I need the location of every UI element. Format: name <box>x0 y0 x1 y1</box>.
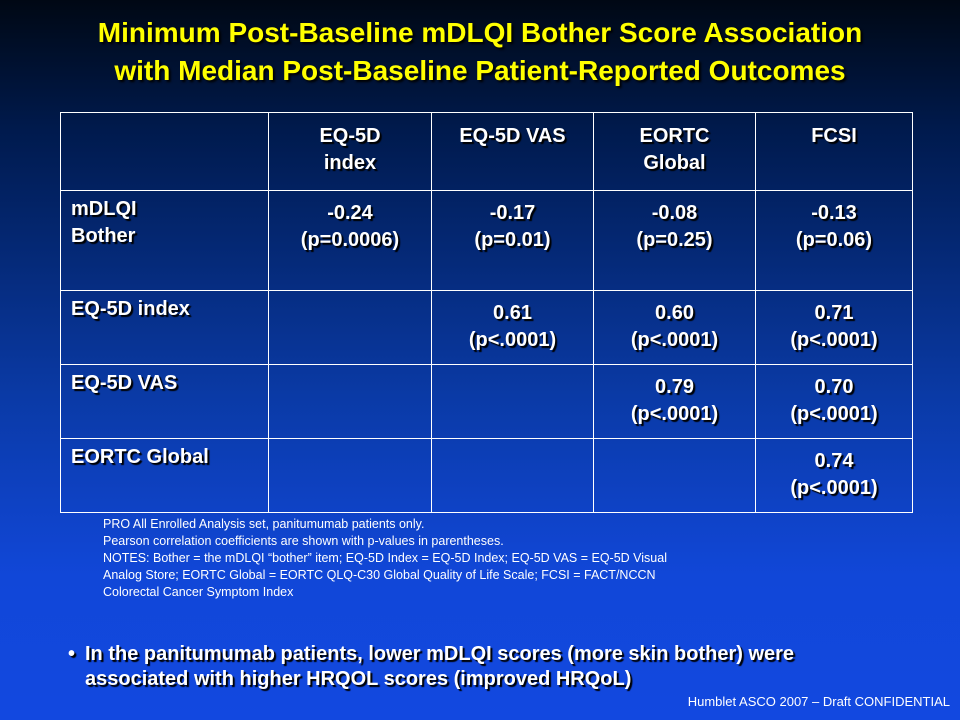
bullet-point: • In the panitumumab patients, lower mDL… <box>68 642 948 692</box>
table-row: EQ-5D index 0.61 (p<.0001) 0.60 (p<.0001) … <box>60 290 913 365</box>
footer-text: Humblet ASCO 2007 – Draft CONFIDENTIAL <box>687 694 950 709</box>
table-cell <box>431 364 594 439</box>
bullet-line-1: In the panitumumab patients, lower mDLQI… <box>85 643 795 665</box>
footnote-line: NOTES: Bother = the mDLQI “bother” item;… <box>103 551 667 565</box>
row-label-mdlqi-bother: mDLQI Bother <box>60 190 269 291</box>
table-cell: 0.70 (p<.0001) <box>755 364 913 439</box>
table-cell: 0.74 (p<.0001) <box>755 438 913 513</box>
header-cell-fcsi: FCSI <box>755 112 913 191</box>
footnote-line: Pearson correlation coefficients are sho… <box>103 534 504 548</box>
table-cell: -0.24 (p=0.0006) <box>268 190 432 291</box>
table-cell: -0.17 (p=0.01) <box>431 190 594 291</box>
table-header-row: EQ-5D index EQ-5D VAS EORTC Global FCSI <box>60 112 913 191</box>
slide-title: Minimum Post-Baseline mDLQI Bother Score… <box>20 14 940 90</box>
footnotes: PRO All Enrolled Analysis set, panitumum… <box>103 516 883 601</box>
table-cell: 0.71 (p<.0001) <box>755 290 913 365</box>
table-cell: -0.08 (p=0.25) <box>593 190 756 291</box>
row-label-eq5d-vas: EQ-5D VAS <box>60 364 269 439</box>
table-cell <box>268 364 432 439</box>
correlation-table: EQ-5D index EQ-5D VAS EORTC Global FCSI mD… <box>60 112 913 513</box>
header-cell-eortc-global: EORTC Global <box>593 112 756 191</box>
row-label-eq5d-index: EQ-5D index <box>60 290 269 365</box>
table-cell: 0.61 (p<.0001) <box>431 290 594 365</box>
header-cell-eq5d-vas: EQ-5D VAS <box>431 112 594 191</box>
table-cell <box>268 438 432 513</box>
table-cell: 0.79 (p<.0001) <box>593 364 756 439</box>
table-cell <box>593 438 756 513</box>
title-line-1: Minimum Post-Baseline mDLQI Bother Score… <box>97 17 863 48</box>
footnote-line: Colorectal Cancer Symptom Index <box>103 585 294 599</box>
table-cell: 0.60 (p<.0001) <box>593 290 756 365</box>
footnote-line: Analog Store; EORTC Global = EORTC QLQ-C… <box>103 568 656 582</box>
header-cell-eq5d-index: EQ-5D index <box>268 112 432 191</box>
bullet-line-2: associated with higher HRQOL scores (imp… <box>85 668 632 690</box>
title-line-2: with Median Post-Baseline Patient-Report… <box>114 55 846 86</box>
table-cell <box>268 290 432 365</box>
row-label-eortc-global: EORTC Global <box>60 438 269 513</box>
table-cell <box>431 438 594 513</box>
table-cell: -0.13 (p=0.06) <box>755 190 913 291</box>
table-row: mDLQI Bother -0.24 (p=0.0006) -0.17 (p=0.01… <box>60 190 913 291</box>
bullet-marker: • <box>68 643 76 665</box>
header-cell-empty <box>60 112 269 191</box>
footnote-line: PRO All Enrolled Analysis set, panitumum… <box>103 517 425 531</box>
table-row: EQ-5D VAS 0.79 (p<.0001) 0.70 (p<.0001) <box>60 364 913 439</box>
table-row: EORTC Global 0.74 (p<.0001) <box>60 438 913 513</box>
